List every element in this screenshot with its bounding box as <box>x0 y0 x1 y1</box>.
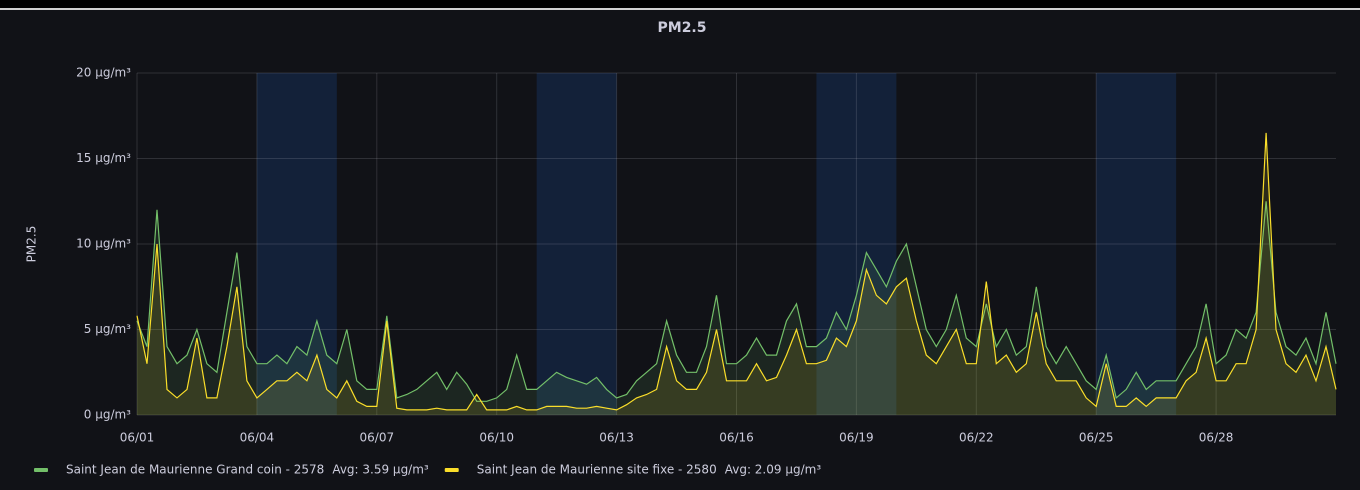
time-region <box>816 73 897 415</box>
y-tick-label: 5 µg/m³ <box>84 322 131 336</box>
time-region <box>536 73 617 415</box>
x-tick-label: 06/10 <box>479 431 514 445</box>
time-region <box>256 73 337 415</box>
top-bar <box>0 0 1360 8</box>
x-tick-label: 06/07 <box>360 431 395 445</box>
x-tick-label: 06/19 <box>839 431 874 445</box>
x-tick-label: 06/13 <box>599 431 634 445</box>
x-tick-label: 06/04 <box>240 431 275 445</box>
y-tick-label: 15 µg/m³ <box>76 151 131 165</box>
time-region <box>1096 73 1177 415</box>
series-line <box>136 201 1337 402</box>
legend-label: Saint Jean de Maurienne site fixe - 2580 <box>477 463 717 477</box>
series-area <box>137 201 1336 415</box>
x-tick-label: 06/16 <box>719 431 754 445</box>
legend-label: Saint Jean de Maurienne Grand coin - 257… <box>66 463 324 477</box>
x-tick-label: 06/28 <box>1199 431 1234 445</box>
chart-title: PM2.5 <box>658 20 707 36</box>
legend-avg: Avg: 2.09 µg/m³ <box>725 463 822 477</box>
legend-avg: Avg: 3.59 µg/m³ <box>332 463 429 477</box>
y-tick-label: 20 µg/m³ <box>76 66 131 80</box>
top-border <box>0 8 1360 10</box>
x-tick-label: 06/22 <box>959 431 994 445</box>
y-tick-label: 0 µg/m³ <box>84 408 131 422</box>
y-tick-label: 10 µg/m³ <box>76 237 131 251</box>
series-area <box>137 132 1336 415</box>
legend-swatch <box>34 468 48 472</box>
x-tick-label: 06/25 <box>1079 431 1114 445</box>
legend-swatch <box>444 468 459 472</box>
y-axis-label: PM2.5 <box>25 226 39 263</box>
series-line <box>136 132 1337 411</box>
x-tick-label: 06/01 <box>120 431 155 445</box>
